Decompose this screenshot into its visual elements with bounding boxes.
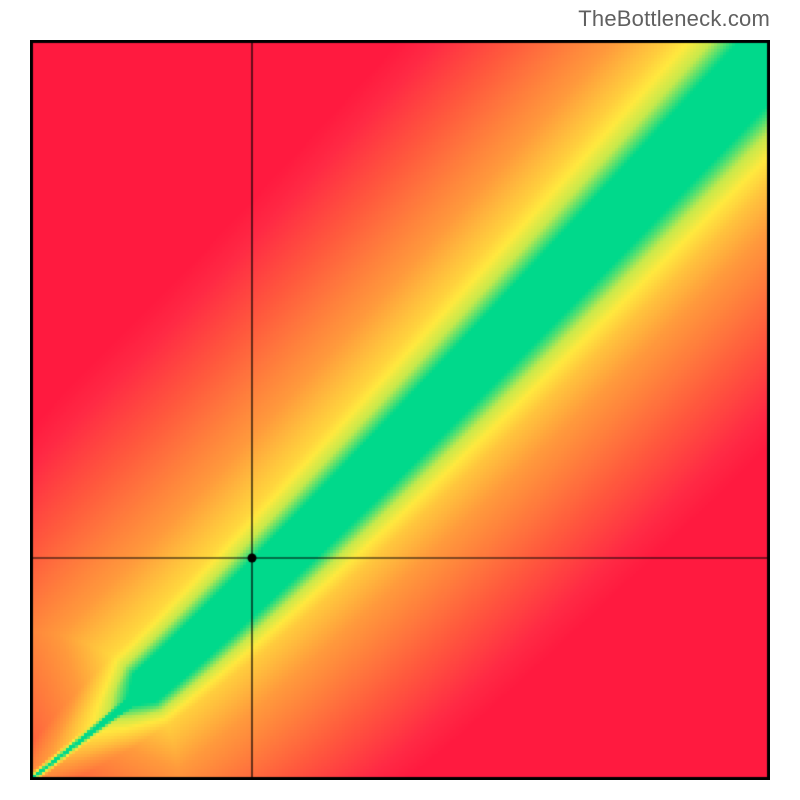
bottleneck-heatmap (30, 40, 770, 780)
watermark-text: TheBottleneck.com (578, 6, 770, 32)
chart-container: TheBottleneck.com (0, 0, 800, 800)
